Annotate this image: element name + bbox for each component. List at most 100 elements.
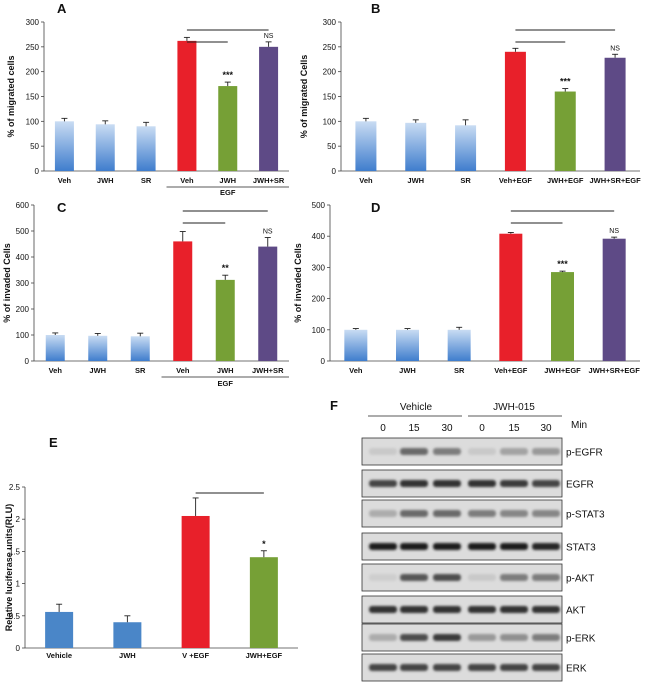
y-tick-label: 150 xyxy=(323,93,337,102)
blot-band xyxy=(532,664,560,671)
blot-band xyxy=(532,448,560,455)
panel-label-a: A xyxy=(57,1,67,16)
timepoint-label: 15 xyxy=(408,423,420,434)
category-label: JWH+SR xyxy=(252,366,284,375)
y-tick-label: 250 xyxy=(26,43,40,52)
significance-label: *** xyxy=(557,259,568,269)
bar xyxy=(551,272,574,361)
blot-band xyxy=(500,480,528,487)
significance-label: NS xyxy=(610,45,620,52)
blot-band xyxy=(369,510,397,517)
blot-strip xyxy=(361,595,563,624)
blot-band xyxy=(532,574,560,581)
category-label: JWH+SR xyxy=(253,176,285,185)
y-tick-label: 500 xyxy=(312,201,326,210)
category-label: SR xyxy=(454,366,465,375)
timepoint-label: 0 xyxy=(380,423,386,434)
blot-row: p-EGFR xyxy=(361,437,603,466)
y-axis-label: % of invaded Cells xyxy=(2,243,12,323)
timepoint-label: 15 xyxy=(508,423,520,434)
group-label: EGF xyxy=(220,188,236,197)
blot-band xyxy=(400,510,428,517)
category-label: Veh xyxy=(176,366,190,375)
bar xyxy=(95,124,115,171)
blot-band xyxy=(532,606,560,613)
group-label: EGF xyxy=(218,379,234,388)
bar xyxy=(177,40,197,171)
blot-band xyxy=(500,664,528,671)
blot-row: AKT xyxy=(361,595,585,624)
blot-band xyxy=(468,448,496,455)
y-tick-label: 150 xyxy=(26,93,40,102)
bar xyxy=(249,557,278,648)
time-unit-label: Min xyxy=(571,420,587,431)
category-label: JWH+EGF xyxy=(544,366,581,375)
blot-band xyxy=(433,574,461,581)
y-tick-label: 200 xyxy=(16,305,30,314)
category-label: V +EGF xyxy=(182,651,209,660)
y-axis-label: % of invaded Cells xyxy=(293,243,303,323)
blot-band xyxy=(532,480,560,487)
blot-band xyxy=(433,543,461,550)
bar xyxy=(113,622,142,648)
category-label: SR xyxy=(460,176,471,185)
category-label: JWH xyxy=(119,651,136,660)
chart-panel-e: 0 0.5 1 1.5 2 2.5 Relative luciferase units(RL… xyxy=(4,483,298,660)
blot-band xyxy=(500,574,528,581)
significance-label: * xyxy=(262,539,266,549)
blot-row: ERK xyxy=(361,653,587,682)
blot-band xyxy=(500,448,528,455)
blot-band xyxy=(369,664,397,671)
y-tick-label: 0 xyxy=(332,167,337,176)
blot-band xyxy=(468,510,496,517)
blot-band xyxy=(532,543,560,550)
blot-band xyxy=(400,448,428,455)
blot-band xyxy=(400,664,428,671)
category-label: JWH xyxy=(407,176,424,185)
blot-band xyxy=(369,574,397,581)
blot-band xyxy=(468,480,496,487)
blot-band xyxy=(433,448,461,455)
y-tick-label: 500 xyxy=(16,227,30,236)
y-tick-label: 0 xyxy=(321,357,326,366)
bar xyxy=(88,335,108,361)
category-label: JWH xyxy=(217,366,234,375)
category-label: Veh xyxy=(359,176,373,185)
panel-label-e: E xyxy=(49,435,58,450)
blot-label: EGFR xyxy=(566,480,594,491)
chart-panel-a: 0 50 100 150 200 250 300 % of migrated cells Veh… xyxy=(6,18,289,197)
category-label: JWH+EGF xyxy=(547,176,584,185)
significance-label: *** xyxy=(560,77,571,87)
blot-row: EGFR xyxy=(361,469,594,498)
blot-row: p-ERK xyxy=(361,623,596,652)
blot-band xyxy=(532,510,560,517)
blot-band xyxy=(400,606,428,613)
category-label: Veh xyxy=(58,176,72,185)
y-tick-label: 400 xyxy=(312,232,326,241)
bar xyxy=(45,335,65,361)
bar xyxy=(554,91,576,171)
y-tick-label: 0 xyxy=(16,644,21,653)
bar xyxy=(258,246,278,361)
bar xyxy=(602,238,626,361)
blot-band xyxy=(468,574,496,581)
blot-label: ERK xyxy=(566,664,587,675)
bar xyxy=(218,86,238,171)
blot-band xyxy=(369,543,397,550)
blot-label: p-STAT3 xyxy=(566,510,605,521)
blot-label: p-ERK xyxy=(566,634,596,645)
blot-band xyxy=(500,606,528,613)
bar xyxy=(173,241,193,361)
bar xyxy=(181,515,210,648)
blot-row: p-AKT xyxy=(361,563,594,592)
chart-panel-d: 0 100 200 300 400 500 % of invaded Cells Veh JWH… xyxy=(293,201,640,375)
bar xyxy=(130,336,150,361)
y-tick-label: 2.5 xyxy=(9,483,21,492)
blot-label: STAT3 xyxy=(566,543,596,554)
blot-band xyxy=(468,606,496,613)
timepoint-label: 30 xyxy=(540,423,552,434)
significance-label: *** xyxy=(222,70,233,80)
category-label: SR xyxy=(135,366,146,375)
